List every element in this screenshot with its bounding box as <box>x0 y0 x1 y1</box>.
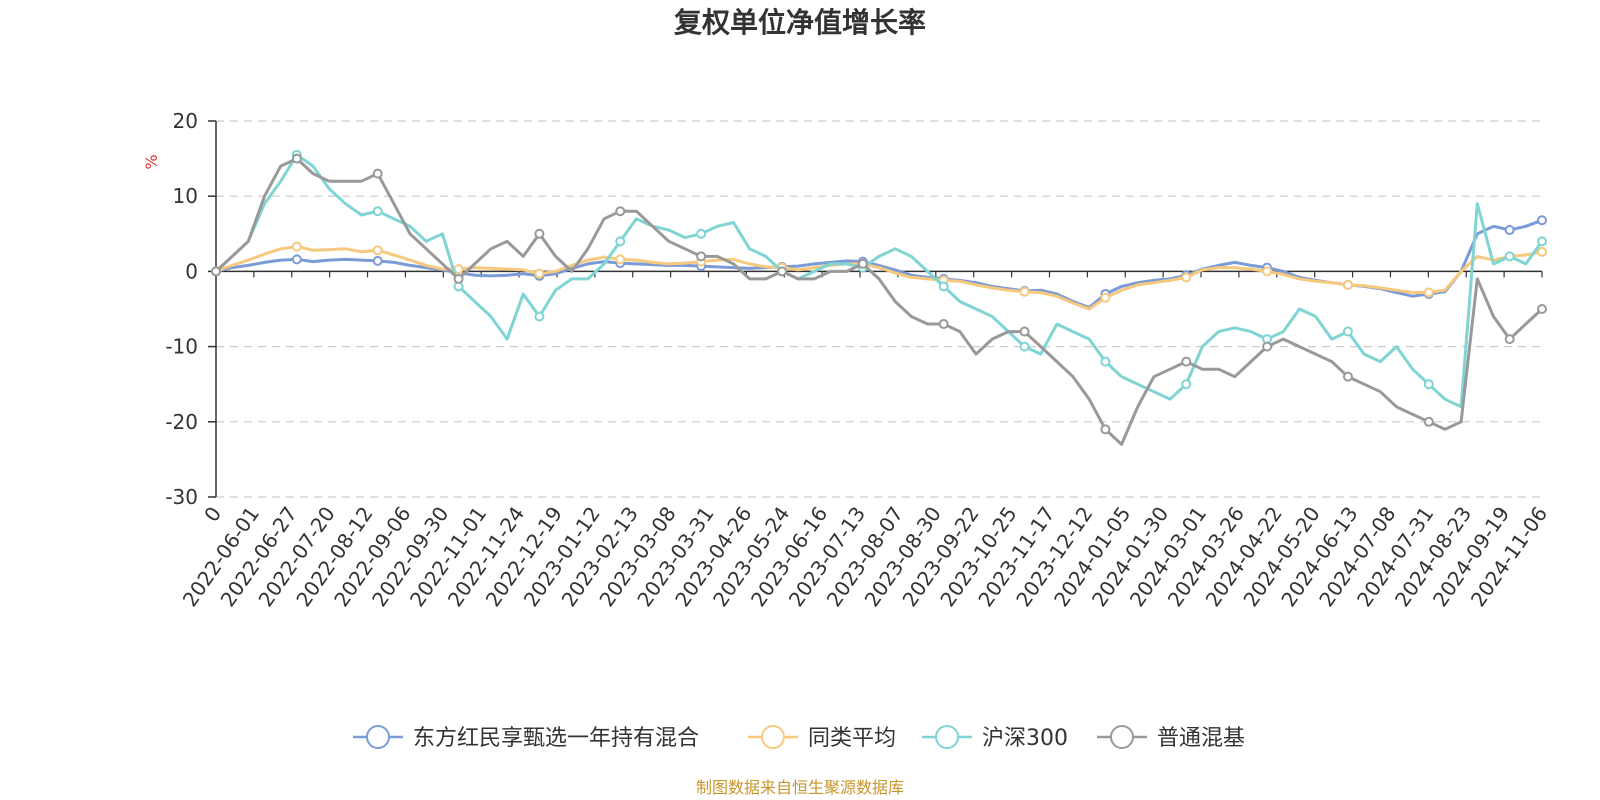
data-point <box>1100 424 1111 435</box>
data-point <box>372 245 383 256</box>
data-point <box>1100 292 1111 303</box>
data-point <box>1262 341 1273 352</box>
data-point <box>1019 286 1030 297</box>
y-tick-label: -20 <box>165 410 198 434</box>
data-point <box>534 268 545 279</box>
x-tick-label: 0 <box>199 502 226 526</box>
legend-label: 同类平均 <box>808 726 896 751</box>
data-point <box>291 153 302 164</box>
series-line-1 <box>215 245 1543 311</box>
data-point <box>1423 416 1434 427</box>
data-point <box>291 241 302 252</box>
chart-title: 复权单位净值增长率 <box>674 6 926 39</box>
grid <box>216 120 1542 498</box>
data-point <box>1342 279 1353 290</box>
series-line-2 <box>214 153 1544 409</box>
data-point <box>776 266 787 277</box>
y-unit-label: % <box>142 154 161 169</box>
legend-item-1[interactable]: 同类平均 <box>748 725 896 751</box>
legend-label: 普通混基 <box>1157 726 1245 751</box>
y-tick-label: 10 <box>173 184 198 208</box>
data-point <box>857 258 868 269</box>
legend-label: 东方红民享甄选一年持有混合 <box>413 726 699 751</box>
data-point <box>1537 246 1547 257</box>
data-point <box>211 266 221 277</box>
data-point <box>1019 326 1030 337</box>
data-point <box>696 228 707 239</box>
data-point <box>1537 215 1547 226</box>
data-point <box>1181 356 1192 367</box>
data-point <box>1537 304 1547 314</box>
data-point <box>1423 287 1434 298</box>
legend-swatch-circle <box>935 725 959 749</box>
data-point <box>372 168 383 179</box>
data-point <box>1019 341 1030 352</box>
legend-swatch-circle <box>366 725 390 749</box>
data-point <box>696 251 707 262</box>
data-point <box>1342 371 1353 382</box>
data-point <box>1100 356 1111 367</box>
data-point <box>1181 272 1192 283</box>
data-point <box>1342 326 1353 337</box>
data-point <box>938 319 949 330</box>
data-point <box>453 264 464 275</box>
series-line-0 <box>215 218 1543 309</box>
legend-item-2[interactable]: 沪深300 <box>922 725 1068 751</box>
data-point <box>534 311 545 322</box>
data-point <box>372 255 383 266</box>
data-point <box>291 254 302 265</box>
data-point <box>1504 334 1515 345</box>
data-point <box>615 254 626 265</box>
legend-label: 沪深300 <box>982 726 1068 751</box>
y-tick-label: -10 <box>165 335 198 359</box>
data-point <box>1181 379 1192 390</box>
legend-swatch-circle <box>761 725 785 749</box>
data-point <box>1504 251 1515 262</box>
y-tick-label: -30 <box>165 485 198 509</box>
series-lines <box>211 149 1547 446</box>
y-tick-label: 0 <box>185 259 198 283</box>
data-point <box>534 228 545 239</box>
source-note: 制图数据来自恒生聚源数据库 <box>696 778 904 797</box>
data-point <box>1262 266 1273 277</box>
series-line-3 <box>214 157 1544 446</box>
data-point <box>453 273 464 284</box>
data-point <box>615 236 626 247</box>
y-tick-label: 20 <box>173 109 198 133</box>
axes: 20100-10-20-3002022-06-012022-06-272022-… <box>165 109 1552 611</box>
legend-swatch-circle <box>1110 725 1134 749</box>
data-point <box>1504 225 1515 236</box>
data-point <box>1537 236 1547 247</box>
data-point <box>372 206 383 217</box>
legend-item-3[interactable]: 普通混基 <box>1097 725 1245 751</box>
data-point <box>938 281 949 292</box>
legend-item-0[interactable]: 东方红民享甄选一年持有混合 <box>353 725 699 751</box>
legend[interactable]: 东方红民享甄选一年持有混合 同类平均 沪深300 普通混基 <box>353 725 1245 751</box>
data-point <box>1423 379 1434 390</box>
data-point <box>615 206 626 217</box>
